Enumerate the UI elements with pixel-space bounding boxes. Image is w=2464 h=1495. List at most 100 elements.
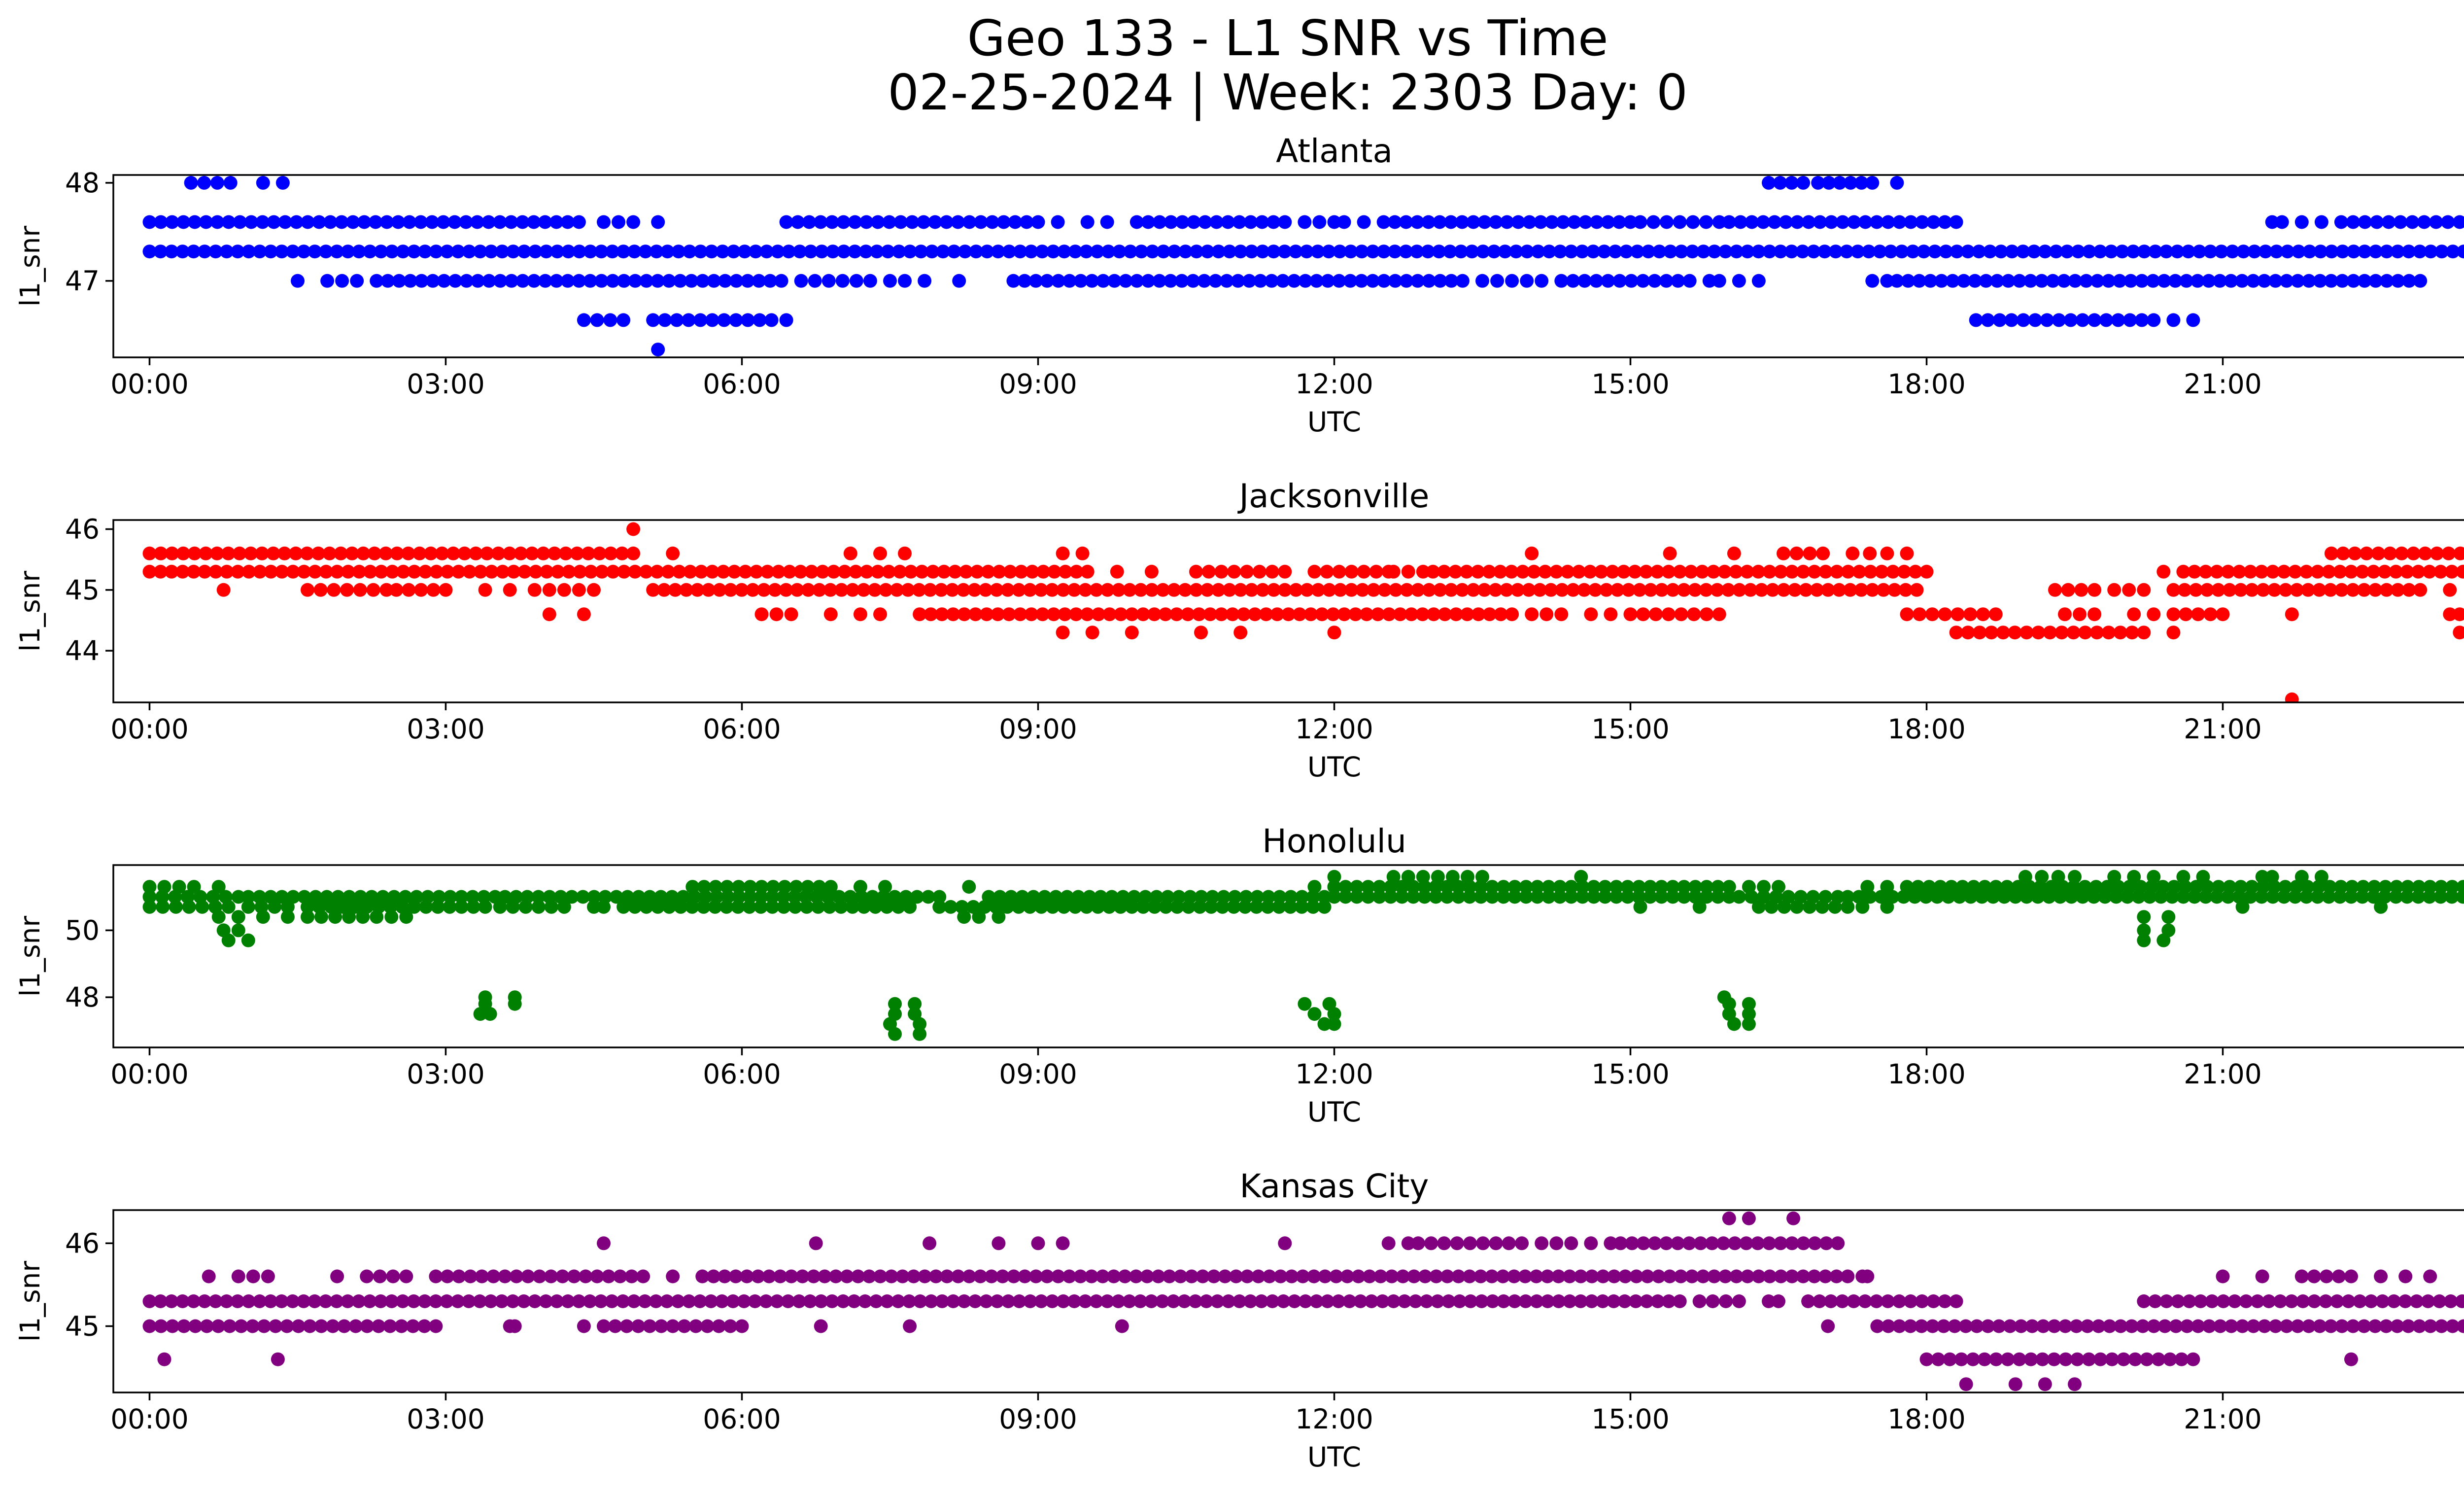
data-point [1261,890,1275,904]
subplot-title: Atlanta [1276,132,1393,170]
data-point [211,1319,225,1333]
data-point [175,244,190,259]
data-point [2390,1319,2404,1333]
data-point [1187,215,1201,229]
data-point [873,1269,888,1284]
data-point [414,583,428,597]
y-tick-label: 50 [65,914,100,946]
data-point [1931,1352,1945,1366]
data-point [1751,900,1766,914]
data-point [1685,1269,1699,1284]
data-point [2247,244,2261,259]
data-point [891,900,905,914]
data-point [1406,880,1420,894]
data-point [766,880,780,894]
data-point [1671,1236,1685,1251]
data-point [1227,900,1241,914]
data-point [814,1294,828,1308]
data-point [1200,244,1215,259]
data-point [2335,244,2350,259]
data-point [221,933,236,947]
data-point [2101,274,2116,288]
data-point [2166,313,2181,327]
data-point [1564,890,1578,904]
data-point [142,546,157,560]
data-point [1785,1236,1799,1251]
data-point [1575,244,1589,259]
data-point [671,1294,685,1308]
data-point [1217,890,1231,904]
data-point [1401,564,1415,579]
data-point [2114,1319,2128,1333]
data-point [782,244,796,259]
data-point [924,1294,938,1308]
data-point [773,1269,787,1284]
data-point [1326,607,1340,622]
data-point [650,274,665,288]
data-point [1887,583,1902,597]
data-point [670,313,684,327]
data-point [491,546,506,560]
data-point [1509,244,1523,259]
data-point [981,564,995,579]
data-point [735,583,749,597]
data-point [1886,564,1900,579]
data-point [1253,274,1267,288]
data-point [2423,1319,2437,1333]
data-point [1673,215,1687,229]
data-point [2366,890,2381,904]
data-point [1530,890,1544,904]
data-point [241,244,256,259]
data-point [2255,1269,2269,1284]
data-point [2243,890,2258,904]
data-point [974,215,988,229]
data-point [639,564,653,579]
data-point [1553,880,1567,894]
data-point [2285,1294,2299,1308]
data-point [879,583,893,597]
data-point [1674,1269,1688,1284]
data-point [821,274,836,288]
data-point [1811,175,1825,190]
data-point [1210,1294,1225,1308]
data-point [1080,607,1095,622]
data-point [1949,626,1963,640]
data-point [2322,564,2336,579]
data-point [1686,215,1700,229]
data-point [2099,313,2114,327]
data-point [168,890,182,904]
data-point [2178,583,2192,597]
data-point [383,900,398,914]
data-point [2058,607,2072,622]
data-point [913,1027,927,1041]
data-point [208,564,223,579]
data-point [330,1269,344,1284]
data-point [2102,1319,2117,1333]
data-point [1934,274,1949,288]
data-point [1175,274,1189,288]
subplot-title: Honolulu [1262,822,1406,860]
data-point [2266,890,2280,904]
data-point [436,215,450,229]
data-point [752,274,766,288]
data-point [341,564,355,579]
data-point [340,583,354,597]
data-point [1444,274,1459,288]
data-point [1400,274,1413,288]
data-point [2131,890,2146,904]
data-point [1454,244,1468,259]
data-point [932,900,947,914]
data-point [825,215,839,229]
data-point [1661,607,1676,622]
data-point [2398,1294,2412,1308]
data-point [2179,274,2193,288]
data-point [1318,1269,1332,1284]
data-point [2258,1319,2272,1333]
data-point [1266,583,1281,597]
data-point [330,564,344,579]
data-point [1963,607,1978,622]
data-point [958,244,972,259]
data-point [2166,626,2181,640]
data-point [2435,244,2449,259]
data-point [2322,890,2336,904]
